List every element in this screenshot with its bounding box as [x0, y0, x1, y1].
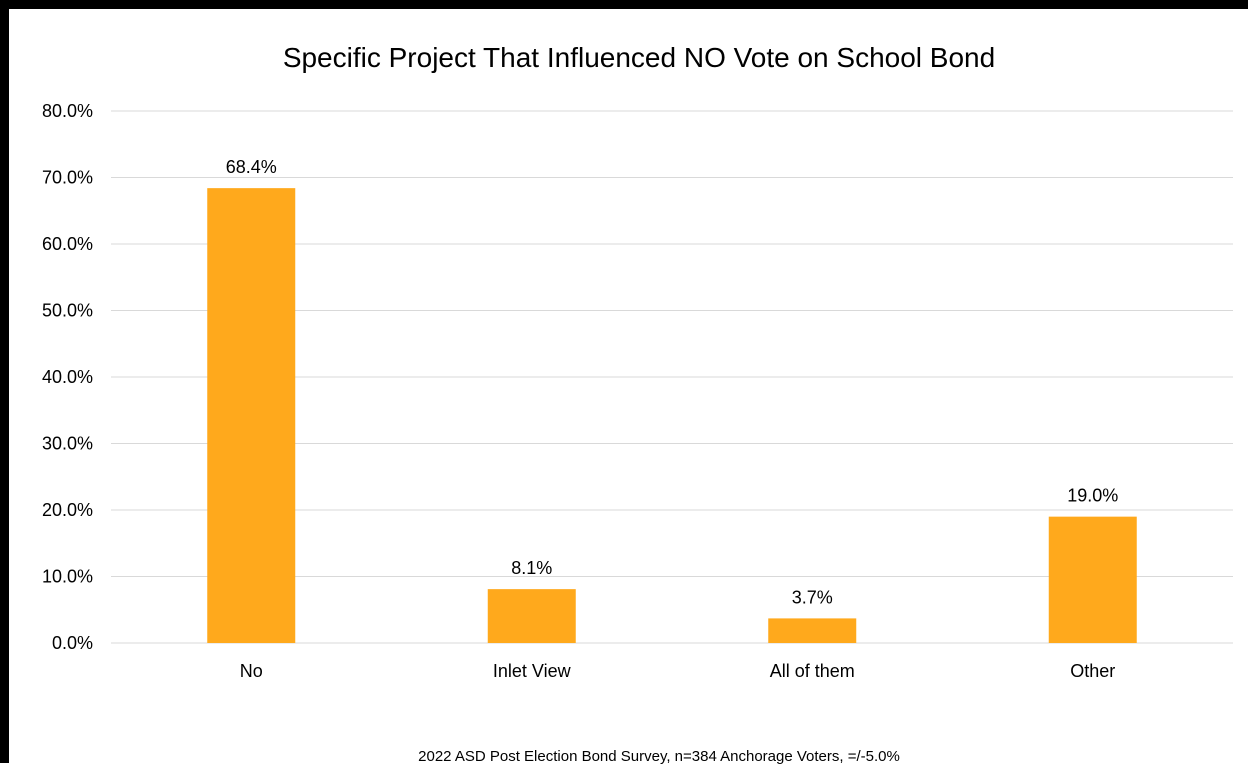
x-category-label: Other — [1070, 661, 1115, 681]
y-tick-label: 0.0% — [52, 633, 93, 653]
y-tick-label: 30.0% — [42, 434, 93, 454]
y-tick-label: 10.0% — [42, 567, 93, 587]
data-label: 3.7% — [792, 587, 833, 607]
chart-title: Specific Project That Influenced NO Vote… — [283, 42, 995, 73]
x-category-label: No — [240, 661, 263, 681]
bars — [207, 188, 1137, 643]
y-tick-label: 80.0% — [42, 101, 93, 121]
y-tick-label: 70.0% — [42, 168, 93, 188]
x-axis-categories: No Inlet View All of them Other — [240, 661, 1116, 681]
x-category-label: Inlet View — [493, 661, 572, 681]
data-labels: 68.4% 8.1% 3.7% 19.0% — [226, 157, 1119, 607]
bar — [487, 589, 576, 643]
data-label: 19.0% — [1067, 486, 1118, 506]
bar-chart: Specific Project That Influenced NO Vote… — [42, 42, 1233, 765]
x-category-label: All of them — [770, 661, 855, 681]
data-label: 68.4% — [226, 157, 277, 177]
bar — [1048, 516, 1137, 643]
gridlines — [111, 110, 1233, 644]
data-label: 8.1% — [511, 558, 552, 578]
chart-footnote: 2022 ASD Post Election Bond Survey, n=38… — [418, 748, 900, 765]
y-tick-label: 40.0% — [42, 367, 93, 387]
bar — [768, 618, 857, 643]
y-tick-label: 20.0% — [42, 500, 93, 520]
y-tick-label: 50.0% — [42, 301, 93, 321]
y-axis-ticks: 0.0% 10.0% 20.0% 30.0% 40.0% 50.0% 60.0% 70.0% 8… — [42, 101, 93, 653]
y-tick-label: 60.0% — [42, 234, 93, 254]
bar — [207, 188, 296, 643]
